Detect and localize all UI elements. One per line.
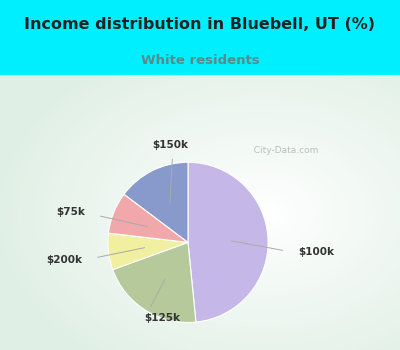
Text: $125k: $125k	[144, 314, 180, 323]
Wedge shape	[113, 242, 196, 322]
Text: White residents: White residents	[141, 54, 259, 67]
Text: Income distribution in Bluebell, UT (%): Income distribution in Bluebell, UT (%)	[24, 16, 376, 32]
Text: $150k: $150k	[152, 140, 188, 150]
Wedge shape	[108, 194, 188, 242]
Text: $200k: $200k	[46, 255, 82, 265]
Text: $100k: $100k	[298, 247, 334, 257]
Wedge shape	[124, 162, 188, 242]
Wedge shape	[188, 162, 268, 322]
Text: City-Data.com: City-Data.com	[248, 146, 318, 155]
Text: $75k: $75k	[57, 207, 86, 217]
Wedge shape	[108, 233, 188, 270]
